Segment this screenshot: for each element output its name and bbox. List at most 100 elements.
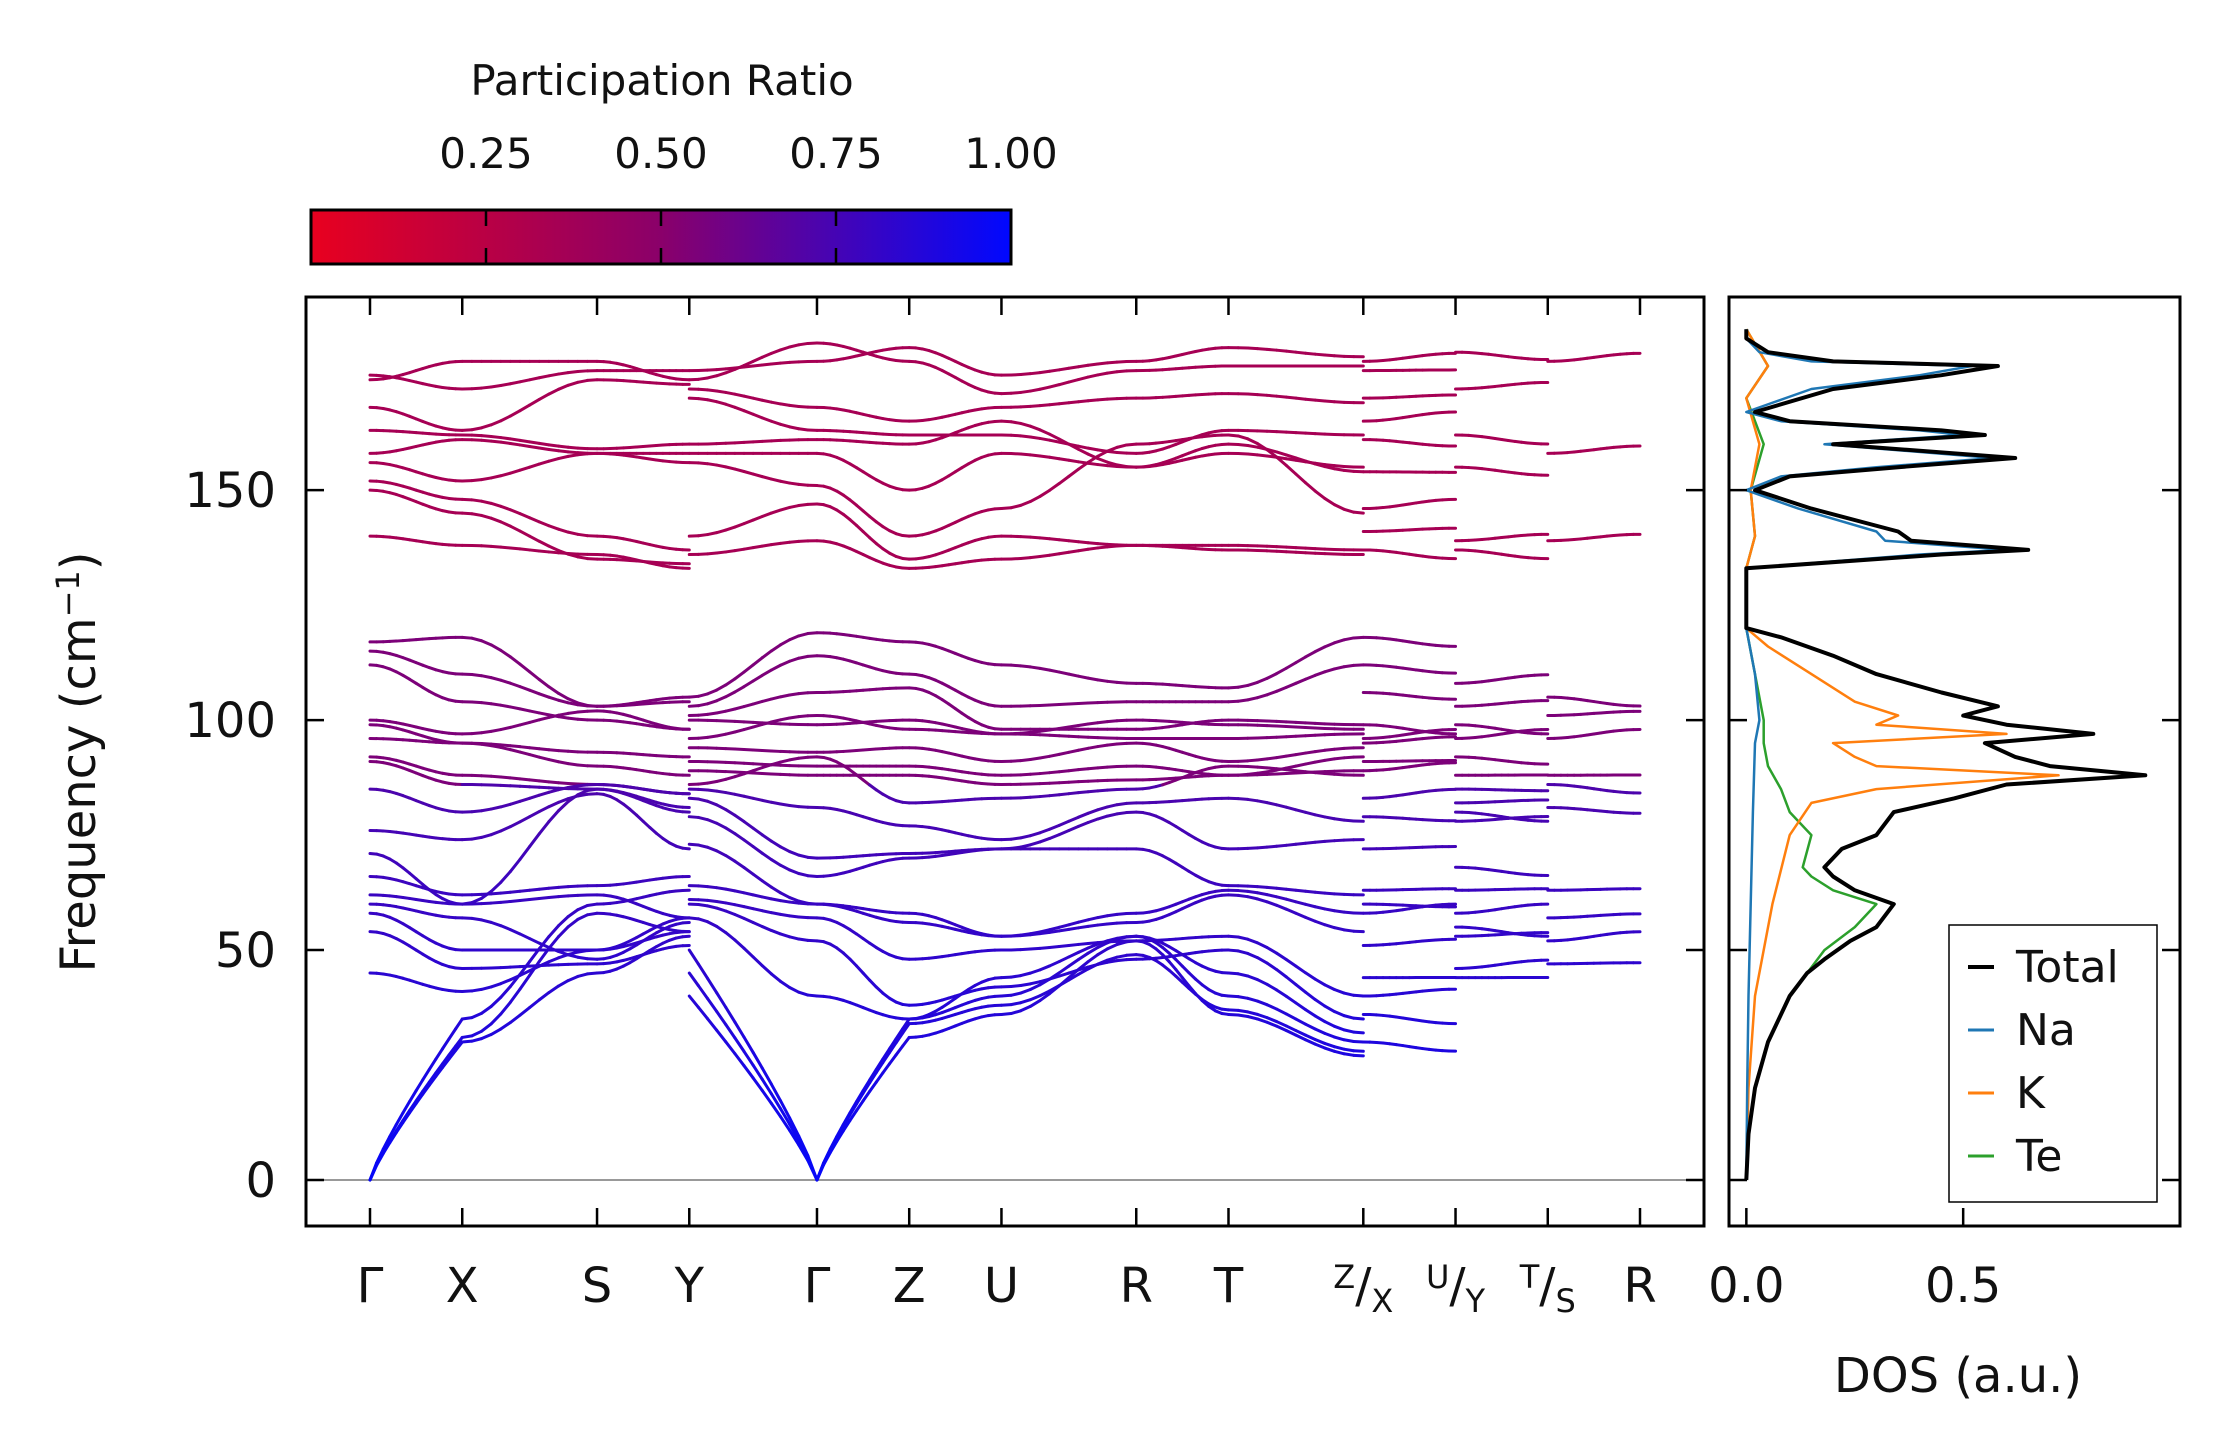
band-line — [1546, 709, 1642, 718]
k-label: Γ — [804, 1258, 831, 1314]
band-line — [1454, 465, 1550, 477]
band-frame — [304, 295, 1706, 1228]
band-line — [1454, 548, 1550, 561]
band-line — [1361, 548, 1458, 561]
band-line — [1546, 351, 1642, 363]
band-line — [1361, 761, 1458, 773]
k-label: R — [1623, 1258, 1656, 1314]
band-line — [368, 916, 691, 993]
band-line — [368, 755, 691, 796]
k-label: S — [582, 1258, 612, 1314]
colorbar-tick-label: 1.00 — [964, 129, 1058, 178]
band-line — [1454, 798, 1550, 805]
band-line — [368, 428, 691, 451]
band-line — [1454, 350, 1550, 362]
band-line — [1361, 663, 1458, 675]
band-line — [368, 649, 691, 708]
y-tick-label: 100 — [184, 693, 276, 749]
band-line — [1454, 380, 1550, 391]
band-line — [1454, 810, 1550, 823]
band-line — [1361, 691, 1458, 701]
colorbar-tick-label: 0.25 — [439, 129, 533, 178]
band-line — [1546, 532, 1642, 543]
colorbar-tick-label: 0.75 — [789, 129, 883, 178]
band-line — [687, 502, 1365, 561]
band-line — [687, 787, 1365, 842]
band-line — [1454, 787, 1550, 793]
band-line — [1546, 805, 1642, 815]
band-line — [1546, 887, 1642, 892]
band-line — [1361, 1012, 1458, 1026]
colorbar: Participation Ratio 0.25 0.50 0.75 1.00 — [309, 56, 1058, 266]
band-line — [1361, 526, 1458, 534]
band-line — [1454, 887, 1550, 892]
band-line — [687, 815, 1365, 897]
band-line — [687, 741, 1365, 763]
dos-x-tick-label: 0.5 — [1925, 1258, 2001, 1314]
band-line — [687, 842, 1365, 938]
band-line — [1546, 444, 1642, 455]
band-line — [1454, 865, 1550, 878]
dos-series-k — [1745, 328, 2060, 1181]
band-line — [1454, 755, 1550, 766]
band-line — [1546, 695, 1642, 708]
band-line — [1361, 351, 1458, 363]
legend-label: Total — [2015, 942, 2119, 993]
k-label: T — [1213, 1258, 1244, 1314]
band-line — [1361, 815, 1458, 823]
band-line — [1454, 727, 1550, 741]
band-line — [368, 359, 691, 382]
band-line — [1361, 470, 1458, 474]
band-line — [1546, 727, 1642, 741]
band-line — [368, 782, 691, 814]
k-label: X — [446, 1258, 479, 1314]
band-line — [1361, 497, 1458, 511]
k-label: Z — [893, 1258, 926, 1314]
k-label: Y — [674, 1258, 705, 1314]
band-line — [368, 911, 691, 1182]
colorbar-tick-label: 0.50 — [614, 129, 708, 178]
k-label: T/S — [1519, 1258, 1576, 1320]
band-line — [1361, 845, 1458, 851]
band-line — [687, 884, 1365, 938]
band-line — [687, 539, 1365, 570]
band-line — [1361, 937, 1458, 947]
band-line — [1454, 532, 1550, 543]
band-line — [368, 663, 691, 731]
band-line — [368, 874, 691, 897]
y-axis-label: Frequency (cm−1) — [49, 551, 107, 972]
band-line — [1361, 393, 1458, 400]
band-line — [368, 787, 691, 906]
band-line — [1361, 410, 1458, 423]
band-line — [368, 902, 691, 961]
band-line — [687, 387, 1365, 423]
band-line — [1361, 438, 1458, 448]
band-line — [368, 369, 691, 391]
band-line — [687, 686, 1365, 731]
band-line — [687, 654, 1365, 708]
band-line — [368, 934, 691, 1182]
band-line — [1361, 787, 1458, 800]
band-line — [687, 341, 1365, 396]
band-line — [1546, 961, 1642, 966]
band-line — [687, 934, 1365, 1182]
y-tick-label: 150 — [184, 463, 276, 519]
band-line — [368, 709, 691, 736]
colorbar-title: Participation Ratio — [470, 56, 853, 105]
band-line — [1361, 1040, 1458, 1053]
band-line — [687, 346, 1365, 377]
band-line — [1454, 815, 1550, 823]
band-line — [368, 378, 691, 432]
legend: Total Na K Te — [1948, 924, 2158, 1203]
band-line — [687, 769, 1365, 786]
band-line — [368, 534, 691, 570]
band-line — [1546, 912, 1642, 920]
band-line — [687, 631, 1365, 699]
band-line — [1361, 727, 1458, 741]
band-line — [368, 451, 691, 483]
band-line — [1546, 782, 1642, 795]
band-structure-panel: 0 50 100 150 Γ X S Y Γ Z U R T Z/X U/Y T/S R Frequency (… — [49, 295, 1706, 1320]
band-line — [687, 939, 1365, 1182]
band-line — [1454, 958, 1550, 970]
